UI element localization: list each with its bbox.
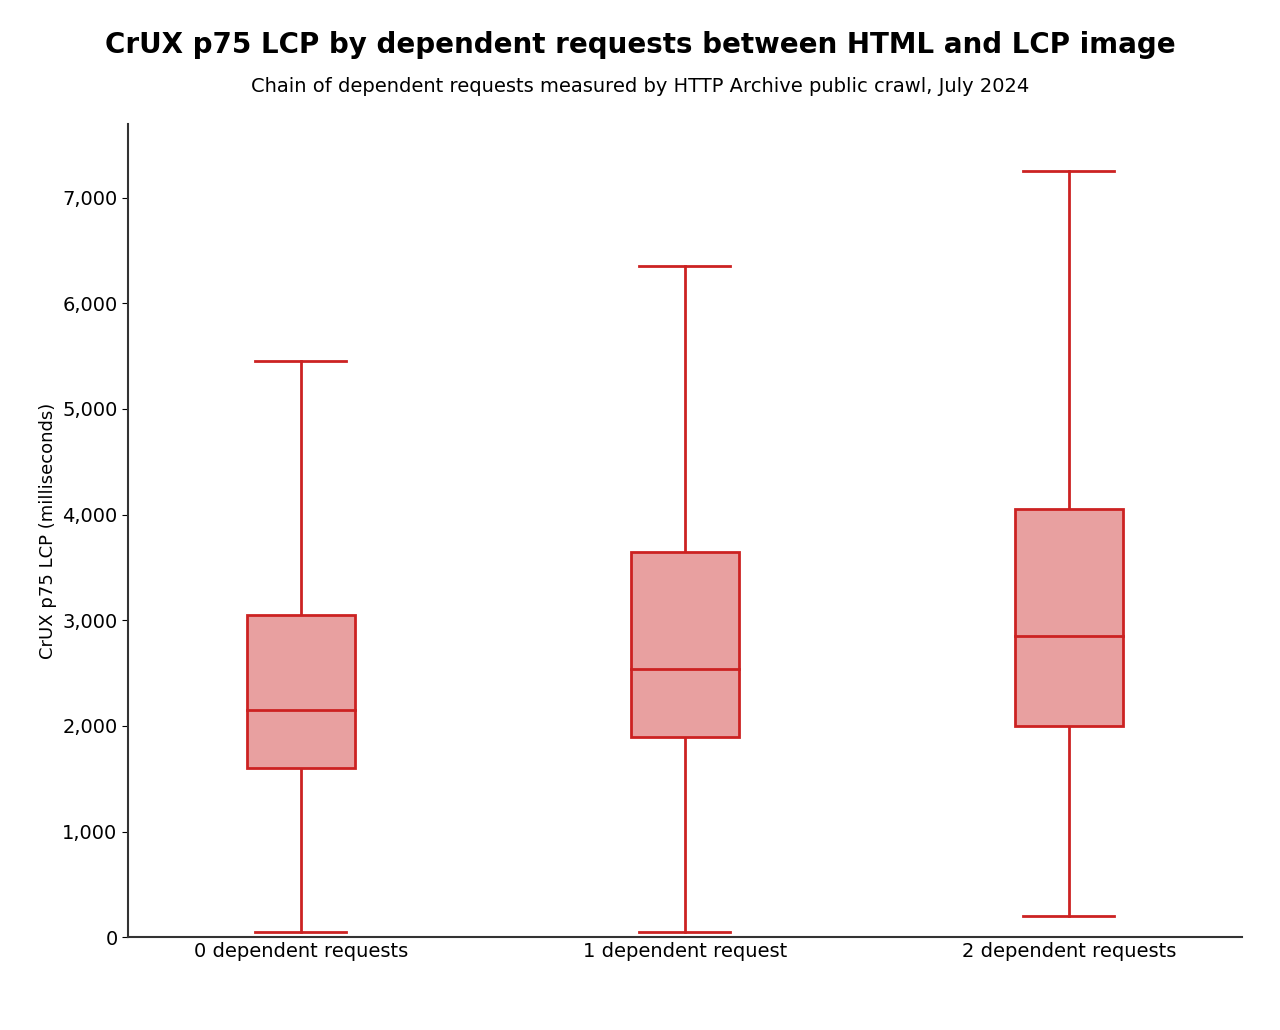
Bar [247,615,355,768]
Text: Chain of dependent requests measured by HTTP Archive public crawl, July 2024: Chain of dependent requests measured by … [251,77,1029,96]
Y-axis label: CrUX p75 LCP (milliseconds): CrUX p75 LCP (milliseconds) [38,403,56,658]
Bar [631,552,739,736]
Bar [1015,509,1123,726]
Text: CrUX p75 LCP by dependent requests between HTML and LCP image: CrUX p75 LCP by dependent requests betwe… [105,31,1175,59]
